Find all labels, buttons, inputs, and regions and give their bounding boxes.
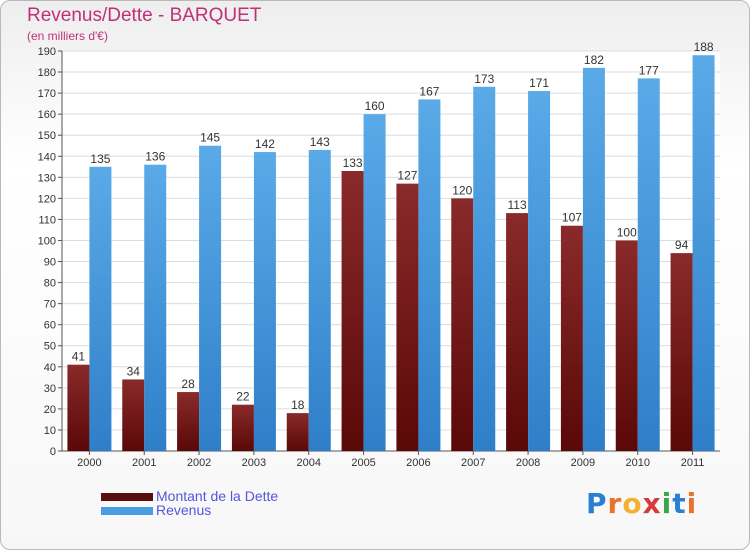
- y-tick-label: 180: [38, 67, 56, 79]
- legend-swatch-revenus: [101, 507, 153, 515]
- bar-dette: [177, 392, 200, 451]
- logo-letter: x: [642, 487, 662, 520]
- proxiti-logo: Proxiti: [586, 487, 697, 520]
- data-label: 113: [508, 198, 527, 212]
- x-tick-label: 2011: [681, 457, 705, 469]
- bar-revenus: [363, 114, 386, 451]
- bar-dette: [615, 240, 638, 451]
- y-tick-label: 140: [38, 151, 56, 163]
- bar-dette: [396, 183, 419, 451]
- data-label: 100: [617, 225, 637, 239]
- x-tick-label: 2003: [242, 457, 266, 469]
- y-tick-label: 150: [38, 130, 56, 142]
- legend-label-dette: Montant de la Dette: [156, 488, 279, 504]
- logo-letter: t: [672, 487, 687, 520]
- y-tick-label: 110: [38, 214, 56, 226]
- data-label: 41: [72, 350, 86, 364]
- chart-subtitle: (en milliers d'€): [27, 29, 108, 43]
- bar-dette: [286, 413, 309, 451]
- data-label: 127: [397, 169, 417, 183]
- chart-title: Revenus/Dette - BARQUET: [27, 5, 262, 26]
- legend-swatch-dette: [101, 493, 153, 501]
- x-tick-label: 2009: [571, 457, 595, 469]
- logo-letter: P: [586, 487, 608, 520]
- x-tick-label: 2007: [461, 457, 485, 469]
- data-label: 173: [474, 72, 494, 86]
- bar-revenus: [89, 166, 112, 451]
- bar-revenus: [582, 67, 605, 451]
- data-label: 188: [694, 40, 714, 54]
- bar-dette: [670, 253, 693, 451]
- y-tick-label: 190: [38, 46, 56, 58]
- y-tick-label: 100: [38, 235, 56, 247]
- bar-revenus: [144, 164, 167, 451]
- bar-revenus: [692, 55, 715, 452]
- bar-dette: [231, 404, 254, 451]
- logo-letter: r: [607, 487, 623, 520]
- data-label: 171: [529, 76, 549, 90]
- y-tick-label: 90: [44, 257, 56, 269]
- bar-dette: [451, 198, 474, 451]
- y-tick-label: 0: [50, 446, 56, 458]
- x-tick-label: 2005: [351, 457, 375, 469]
- data-label: 160: [365, 99, 385, 113]
- data-label: 167: [419, 84, 439, 98]
- y-tick-label: 70: [44, 299, 56, 311]
- x-tick-label: 2002: [187, 457, 211, 469]
- x-tick-label: 2008: [516, 457, 540, 469]
- y-tick-label: 40: [44, 362, 56, 374]
- data-label: 145: [200, 131, 220, 145]
- data-label: 133: [343, 156, 363, 170]
- x-tick-label: 2000: [77, 457, 101, 469]
- data-label: 18: [291, 398, 305, 412]
- y-tick-label: 160: [38, 109, 56, 121]
- logo-letter: i: [686, 487, 698, 520]
- x-tick-label: 2010: [626, 457, 650, 469]
- data-label: 182: [584, 53, 604, 67]
- y-tick-label: 120: [38, 193, 56, 205]
- y-tick-label: 20: [44, 404, 56, 416]
- y-tick-label: 50: [44, 341, 56, 353]
- bar-revenus: [253, 152, 276, 452]
- plot-area: [62, 51, 720, 451]
- data-label: 142: [255, 137, 275, 151]
- bar-revenus: [637, 78, 660, 452]
- data-label: 94: [675, 238, 689, 252]
- x-tick-label: 2004: [297, 457, 321, 469]
- legend-label-revenus: Revenus: [156, 502, 212, 518]
- data-label: 22: [236, 390, 250, 404]
- data-label: 143: [310, 135, 330, 149]
- bar-revenus: [528, 91, 551, 451]
- bar-revenus: [199, 145, 222, 451]
- logo-letter: o: [622, 487, 643, 520]
- y-tick-label: 10: [44, 425, 56, 437]
- y-tick-label: 30: [44, 383, 56, 395]
- y-tick-label: 80: [44, 278, 56, 290]
- bar-revenus: [418, 99, 441, 451]
- data-label: 136: [145, 150, 165, 164]
- data-label: 28: [181, 377, 195, 391]
- data-label: 34: [127, 364, 141, 378]
- y-tick-label: 60: [44, 320, 56, 332]
- y-tick-label: 170: [38, 88, 56, 100]
- bar-dette: [506, 213, 529, 451]
- data-label: 135: [90, 152, 110, 166]
- bar-dette: [341, 171, 364, 451]
- bar-dette: [67, 364, 90, 451]
- data-label: 107: [562, 211, 582, 225]
- y-tick-label: 130: [38, 172, 56, 184]
- x-tick-label: 2001: [132, 457, 156, 469]
- data-label: 177: [639, 63, 659, 77]
- bar-revenus: [308, 149, 331, 451]
- bar-dette: [560, 225, 583, 451]
- data-label: 120: [452, 183, 472, 197]
- bar-revenus: [473, 86, 496, 451]
- logo-letter: i: [661, 487, 673, 520]
- bar-dette: [122, 379, 145, 451]
- x-tick-label: 2006: [406, 457, 430, 469]
